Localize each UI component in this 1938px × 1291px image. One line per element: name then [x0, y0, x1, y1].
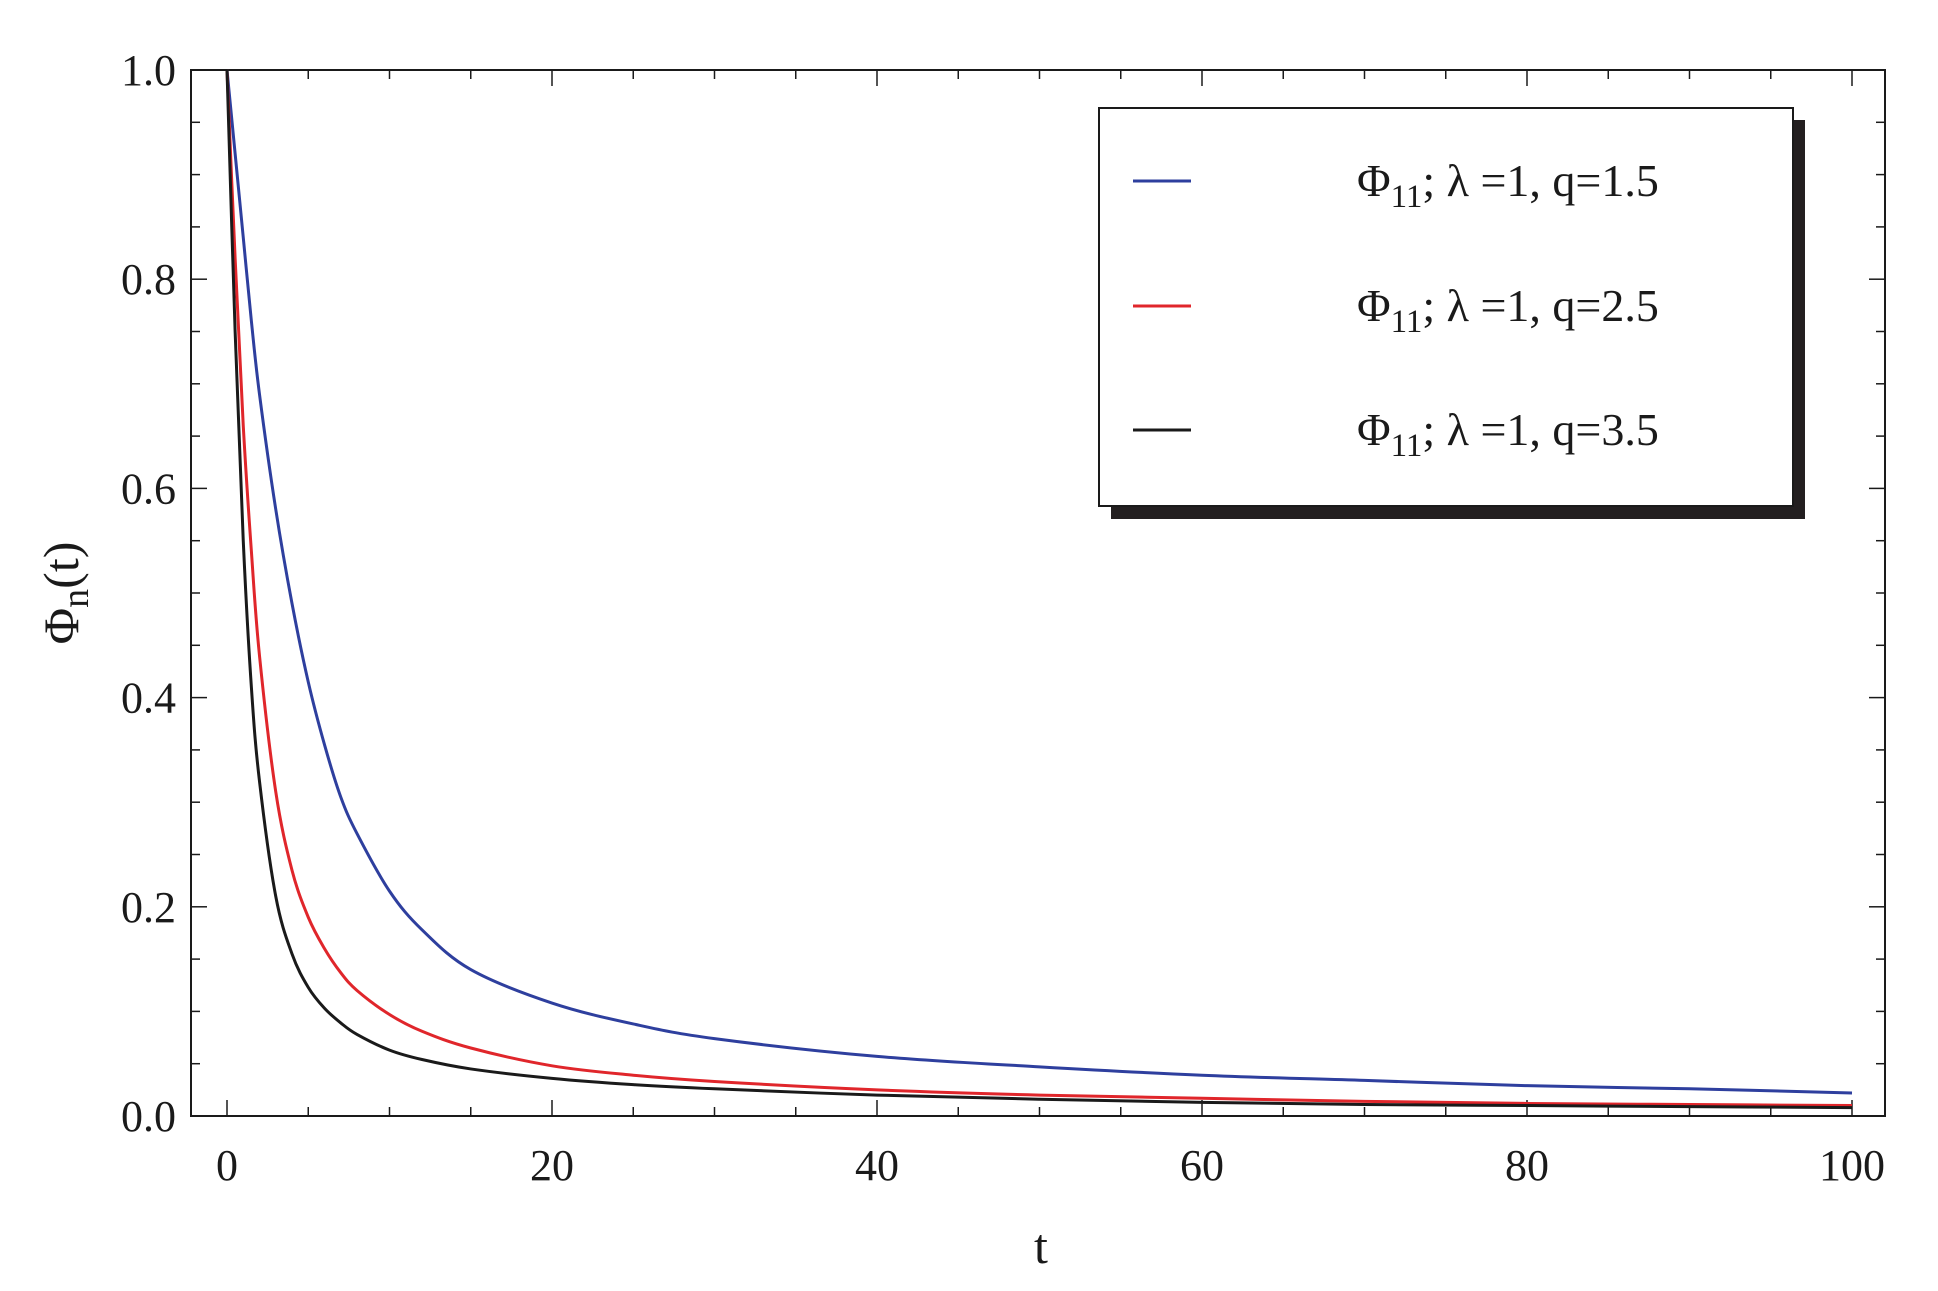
legend-label-params: ; λ =1, q=2.5 — [1422, 280, 1658, 331]
legend-label-subscript: 11 — [1391, 428, 1423, 464]
tick-labels-layer: 0 20 40 60 80 100 0.0 0.2 0.4 0.6 0.8 1.0 — [121, 46, 1885, 1190]
legend-label-params: ; λ =1, q=1.5 — [1422, 155, 1658, 206]
x-tick-label: 40 — [855, 1141, 899, 1190]
y-tick-label: 1.0 — [121, 46, 176, 95]
x-tick-label: 100 — [1819, 1141, 1885, 1190]
x-tick-label: 0 — [216, 1141, 238, 1190]
series-line-q3.5 — [225, 69, 1853, 1110]
y-axis-title-sub: n — [55, 589, 97, 608]
legend-label-symbol: Φ — [1357, 280, 1391, 331]
y-tick-label: 0.0 — [121, 1092, 176, 1141]
y-axis-title-suffix: (t) — [33, 542, 89, 589]
y-axis-title: Φn(t) — [33, 542, 97, 645]
legend-label: Φ11; λ =1, q=2.5 — [1357, 280, 1659, 340]
legend-label: Φ11; λ =1, q=1.5 — [1357, 155, 1659, 215]
legend-label: Φ11; λ =1, q=3.5 — [1357, 404, 1659, 464]
y-tick-label: 0.4 — [121, 674, 176, 723]
legend-label-params: ; λ =1, q=3.5 — [1422, 404, 1658, 455]
legend-box — [1098, 107, 1794, 507]
x-tick-label: 80 — [1505, 1141, 1549, 1190]
series-line-q2.5 — [225, 69, 1853, 1108]
legend-label-symbol: Φ — [1357, 155, 1391, 206]
series-layer — [225, 69, 1853, 1110]
ticks-layer — [191, 69, 1885, 1117]
y-tick-label: 0.6 — [121, 464, 176, 513]
series-line-q1.5 — [225, 69, 1853, 1095]
legend-label-symbol: Φ — [1357, 404, 1391, 455]
legend-label-subscript: 11 — [1391, 179, 1423, 215]
x-tick-label: 60 — [1180, 1141, 1224, 1190]
x-axis-title: t — [1034, 1218, 1048, 1274]
y-tick-label: 0.8 — [121, 255, 176, 304]
y-tick-label: 0.2 — [121, 883, 176, 932]
legend-label-subscript: 11 — [1391, 304, 1423, 340]
y-axis-title-main: Φ — [33, 608, 89, 645]
x-tick-label: 20 — [530, 1141, 574, 1190]
